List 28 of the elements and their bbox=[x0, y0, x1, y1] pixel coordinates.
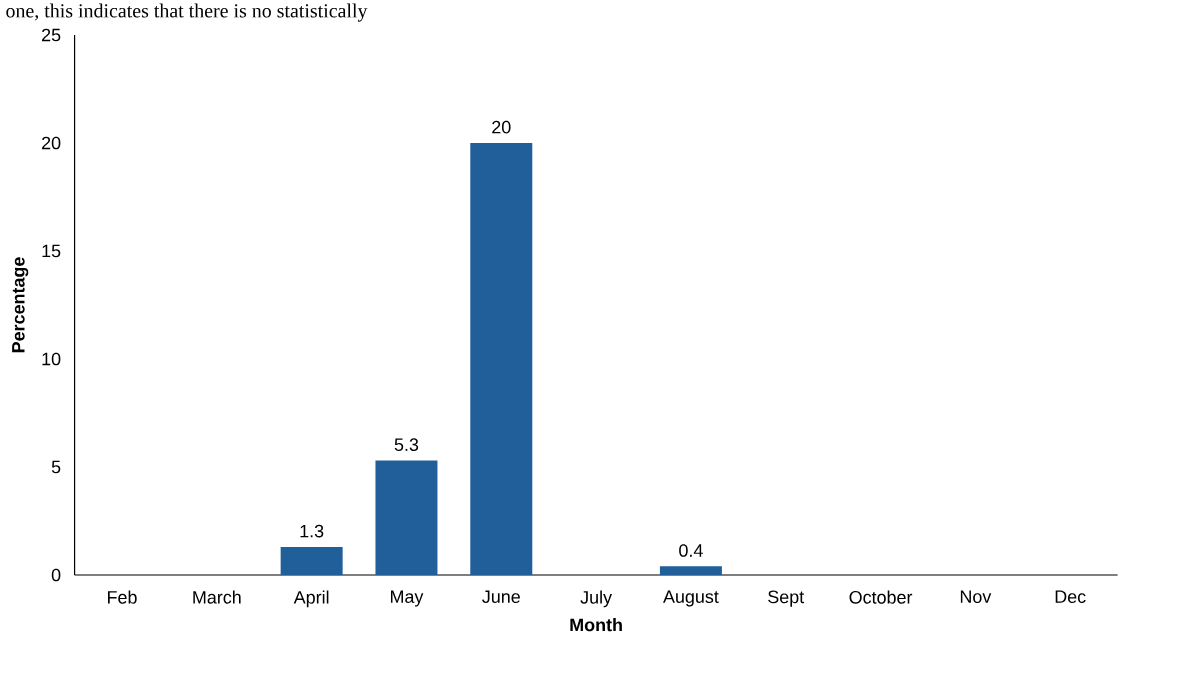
bar bbox=[375, 460, 438, 575]
x-tick-label: May bbox=[390, 590, 424, 607]
x-tick-label: Nov bbox=[960, 590, 992, 604]
x-tick-label: March bbox=[193, 590, 241, 604]
data-label: 0.4 bbox=[679, 544, 703, 557]
x-tick-label: Dec bbox=[1055, 590, 1086, 604]
y-tick-label: 5 bbox=[51, 460, 61, 474]
text: one, this indicates that there is no statistically bbox=[6, 3, 368, 22]
x-tick-label: October bbox=[849, 590, 913, 604]
data-label: 20 bbox=[492, 120, 511, 134]
y-tick-label: 20 bbox=[42, 136, 61, 150]
y-tick-label: 0 bbox=[51, 568, 61, 582]
bar bbox=[280, 546, 343, 575]
data-label: 1.3 bbox=[300, 524, 324, 538]
y-axis-title: Percentage bbox=[12, 257, 29, 353]
x-tick-label: Feb bbox=[108, 590, 137, 604]
y-tick-label: 15 bbox=[42, 244, 61, 258]
x-tick-label: Sept bbox=[768, 590, 805, 607]
data-label: 5.3 bbox=[394, 438, 419, 451]
x-tick-label: June bbox=[482, 590, 520, 604]
x-tick-label: April bbox=[293, 590, 329, 608]
x-tick-label: July bbox=[580, 590, 613, 608]
bar bbox=[659, 566, 722, 575]
y-tick-label: 25 bbox=[42, 28, 61, 42]
x-axis-title: Month bbox=[570, 618, 622, 632]
x-tick-label: August bbox=[663, 590, 719, 607]
bar bbox=[470, 143, 533, 575]
y-tick-label: 10 bbox=[42, 352, 61, 366]
